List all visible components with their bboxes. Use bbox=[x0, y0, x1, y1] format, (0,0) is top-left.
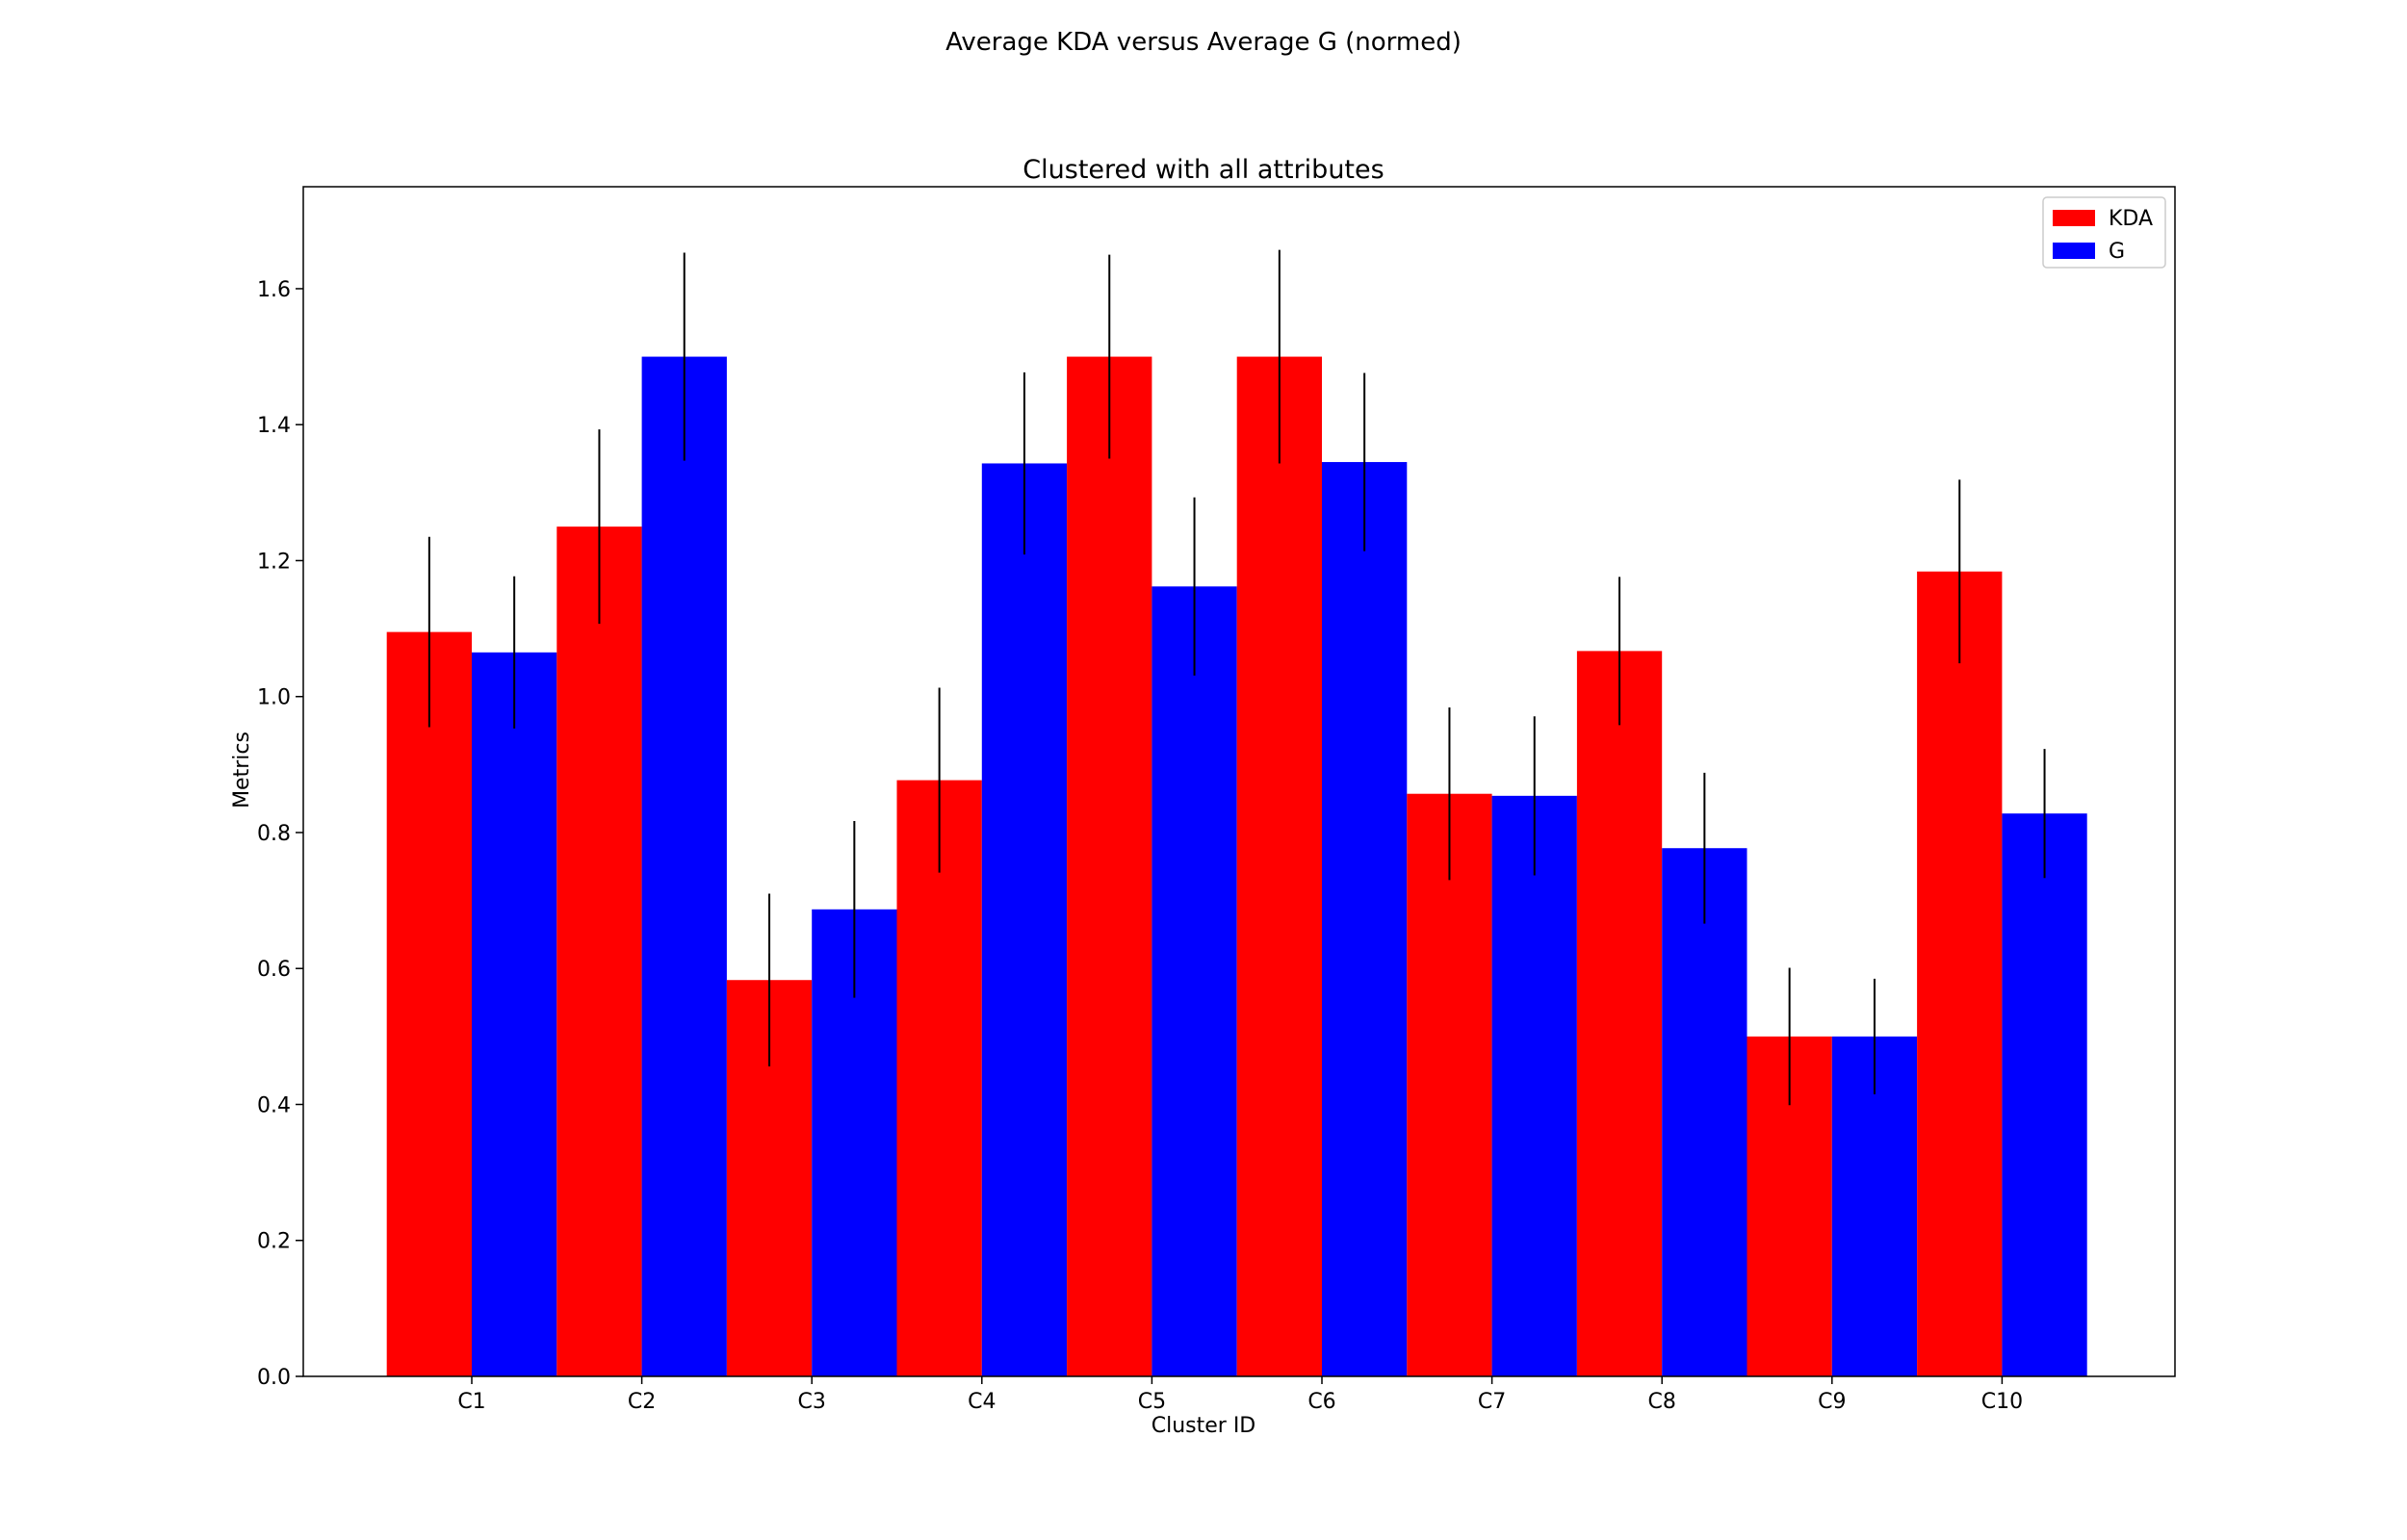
x-axis-label: Cluster ID bbox=[1152, 1414, 1256, 1438]
bar-kda-c5 bbox=[1067, 356, 1152, 1377]
bar-g-c2 bbox=[641, 356, 727, 1377]
y-tick-label: 0.2 bbox=[257, 1230, 291, 1254]
x-tick-label: C4 bbox=[968, 1390, 996, 1414]
legend-swatch-kda bbox=[2053, 210, 2095, 226]
bar-g-c8 bbox=[1662, 848, 1747, 1376]
figure-suptitle: Average KDA versus Average G (normed) bbox=[945, 28, 1462, 57]
bar-kda-c2 bbox=[556, 526, 642, 1376]
y-tick-label: 0.8 bbox=[257, 822, 291, 846]
x-tick-label: C8 bbox=[1648, 1390, 1676, 1414]
bar-kda-c7 bbox=[1407, 793, 1492, 1376]
legend-label-g: G bbox=[2109, 240, 2125, 264]
plot-area: 0.0 0.2 0.4 0.6 0.8 1.0 1.2 1.4 1.6 C1 C2 C3 C4 C5 C6 C… bbox=[257, 186, 2176, 1414]
bar-g-c1 bbox=[472, 652, 557, 1376]
y-tick-label: 1.2 bbox=[257, 550, 291, 574]
y-tick-label: 0.0 bbox=[257, 1366, 291, 1390]
bar-g-c7 bbox=[1491, 795, 1577, 1376]
y-tick-label: 1.4 bbox=[257, 414, 291, 438]
legend-label-kda: KDA bbox=[2109, 207, 2153, 231]
bar-kda-c1 bbox=[386, 631, 472, 1376]
bar-kda-c8 bbox=[1576, 651, 1663, 1376]
x-tick-label: C2 bbox=[628, 1390, 656, 1414]
legend-swatch-g bbox=[2053, 243, 2095, 259]
y-tick-label: 1.0 bbox=[257, 686, 291, 710]
y-tick-label: 1.6 bbox=[257, 278, 291, 302]
y-tick-label: 0.4 bbox=[257, 1093, 291, 1117]
bar-kda-c10 bbox=[1917, 571, 2003, 1376]
x-tick-label: C3 bbox=[798, 1390, 826, 1414]
legend: KDA G bbox=[2042, 196, 2166, 269]
x-tick-label: C5 bbox=[1138, 1390, 1166, 1414]
x-tick-label: C1 bbox=[457, 1390, 485, 1414]
x-tick-label: C10 bbox=[1981, 1390, 2023, 1414]
y-tick-label: 0.6 bbox=[257, 958, 291, 982]
x-tick-label: C9 bbox=[1818, 1390, 1846, 1414]
chart-title: Clustered with all attributes bbox=[1022, 155, 1384, 185]
bar-kda-c4 bbox=[896, 780, 982, 1376]
plot-frame bbox=[302, 186, 2176, 1377]
bar-g-c5 bbox=[1152, 586, 1237, 1376]
bar-g-c6 bbox=[1322, 462, 1408, 1376]
bar-g-c4 bbox=[981, 463, 1068, 1377]
bar-kda-c6 bbox=[1236, 356, 1322, 1377]
x-tick-label: C6 bbox=[1307, 1390, 1335, 1414]
x-tick-label: C7 bbox=[1478, 1390, 1506, 1414]
bar-g-c10 bbox=[2002, 813, 2087, 1376]
y-axis-label: Metrics bbox=[230, 732, 254, 808]
